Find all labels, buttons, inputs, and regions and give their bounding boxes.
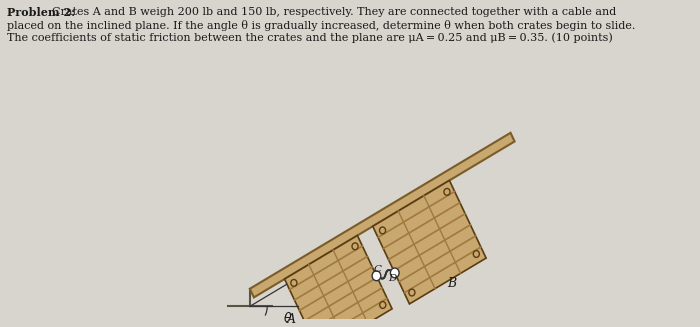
Polygon shape: [250, 133, 514, 298]
Text: Crates A and B weigh 200 lb and 150 lb, respectively. They are connected togethe: Crates A and B weigh 200 lb and 150 lb, …: [52, 7, 617, 17]
Circle shape: [391, 268, 399, 278]
Text: A: A: [287, 313, 296, 326]
Circle shape: [379, 227, 386, 234]
Circle shape: [372, 271, 381, 281]
Text: B: B: [447, 277, 456, 290]
Circle shape: [444, 188, 450, 195]
Polygon shape: [285, 235, 392, 327]
Text: $\theta$: $\theta$: [283, 311, 292, 325]
Circle shape: [352, 243, 358, 250]
Text: Problem 2:: Problem 2:: [7, 7, 79, 18]
Text: C: C: [373, 265, 381, 274]
Circle shape: [379, 301, 386, 308]
Text: D: D: [389, 274, 396, 283]
Circle shape: [409, 289, 415, 296]
Text: The coefficients of static friction between the crates and the plane are μA = 0.: The coefficients of static friction betw…: [7, 32, 612, 43]
Circle shape: [473, 250, 480, 257]
Text: placed on the inclined plane. If the angle θ is gradually increased, determine θ: placed on the inclined plane. If the ang…: [7, 20, 636, 30]
Polygon shape: [372, 181, 486, 304]
Circle shape: [290, 280, 297, 286]
